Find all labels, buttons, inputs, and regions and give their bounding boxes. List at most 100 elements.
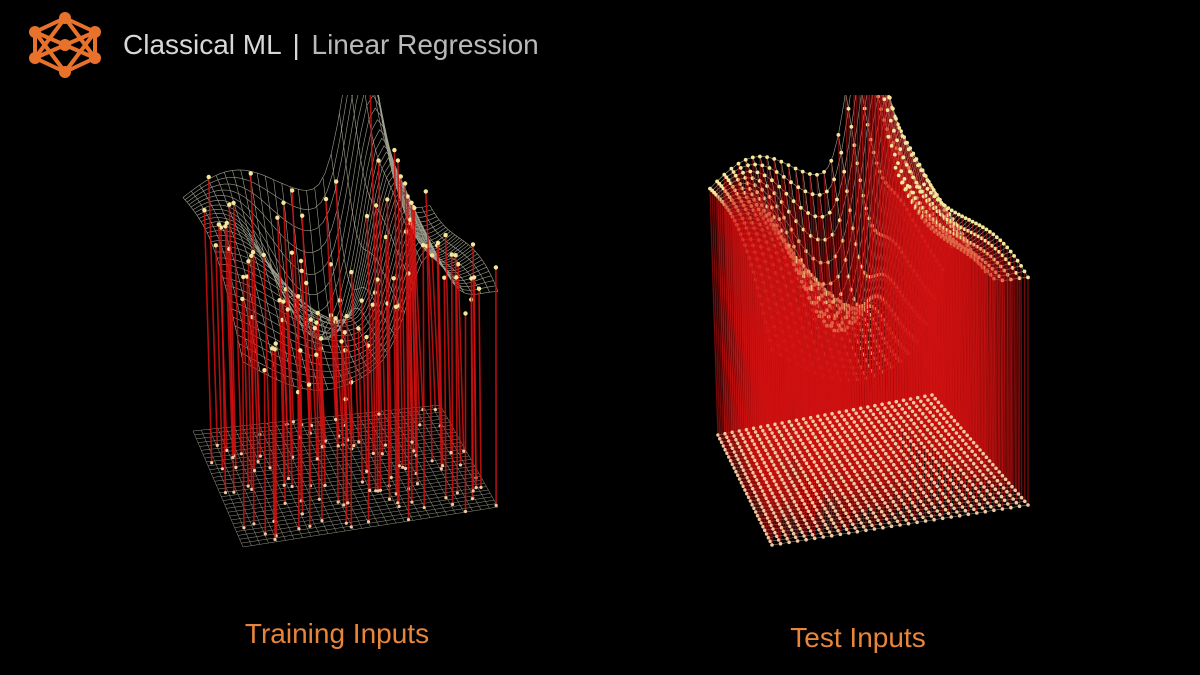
floor-point — [782, 513, 786, 518]
residual-line — [985, 229, 991, 462]
floor-point — [796, 434, 801, 439]
surface-point — [306, 382, 312, 387]
floor-point — [984, 455, 989, 460]
floor-point — [828, 432, 832, 437]
residual-line — [863, 95, 872, 411]
floor-point — [787, 432, 791, 436]
surface-point — [767, 166, 772, 170]
floor-point — [763, 528, 767, 533]
floor-point — [930, 422, 934, 427]
surface-point — [273, 341, 278, 346]
floor-point — [890, 425, 894, 430]
floor-point — [904, 505, 909, 510]
residual-line — [933, 196, 943, 407]
floor-point — [920, 453, 925, 458]
floor-point — [821, 434, 825, 438]
floor-point — [935, 509, 939, 513]
residual-line — [944, 205, 952, 418]
floor-point — [946, 511, 951, 516]
floor-point — [840, 426, 845, 431]
floor-point — [730, 430, 735, 435]
residual-line — [773, 217, 782, 448]
residual-line — [773, 193, 783, 436]
floor-point — [853, 432, 857, 437]
floor-point — [957, 501, 962, 506]
floor-point — [912, 455, 917, 459]
floor-point — [760, 457, 765, 461]
surface-point — [300, 213, 305, 218]
floor-point — [930, 443, 934, 448]
floor-point — [396, 501, 400, 505]
residual-line — [790, 182, 800, 425]
floor-point — [989, 504, 993, 509]
floor-point — [795, 475, 800, 479]
floor-point — [884, 451, 888, 456]
floor-point — [286, 476, 291, 481]
floor-point — [736, 441, 740, 446]
floor-point — [220, 467, 224, 471]
floor-point — [773, 422, 777, 427]
residual-line — [228, 204, 237, 468]
floor-point — [859, 418, 864, 423]
floor-point — [792, 455, 797, 460]
floor-point — [904, 402, 909, 406]
surface-point — [907, 185, 912, 189]
floor-point — [936, 451, 940, 455]
floor-point — [930, 393, 934, 397]
floor-point — [762, 476, 767, 481]
floor-point — [730, 462, 735, 467]
floor-point — [898, 523, 902, 527]
floor-point — [879, 469, 883, 473]
surface-point — [906, 147, 911, 152]
floor-point — [290, 484, 294, 489]
floor-point — [883, 439, 888, 444]
surface-point — [298, 348, 303, 353]
surface-point — [1008, 249, 1013, 254]
floor-point — [934, 459, 938, 464]
floor-point — [804, 420, 808, 425]
residual-line — [989, 231, 994, 465]
residual-line — [912, 192, 922, 402]
floor-point — [880, 435, 885, 440]
floor-point — [1017, 504, 1022, 509]
floor-point — [770, 543, 774, 547]
surface-point — [202, 208, 207, 213]
floor-point — [899, 510, 903, 515]
residual-line — [940, 202, 949, 414]
floor-point — [845, 470, 849, 475]
floor-point — [410, 500, 414, 504]
plot-group — [182, 95, 499, 548]
floor-point — [232, 490, 236, 494]
floor-point — [924, 469, 928, 474]
floor-point — [915, 458, 920, 463]
surface-point — [314, 352, 319, 357]
residual-line — [247, 261, 256, 471]
floor-point — [772, 434, 777, 439]
residual-line — [1001, 255, 1005, 489]
floor-point — [798, 478, 802, 483]
floor-point — [801, 441, 805, 446]
surface-point — [296, 294, 301, 299]
floor-point — [1000, 507, 1005, 511]
residual-line — [974, 234, 980, 459]
floor-point — [771, 527, 775, 531]
floor-point — [961, 471, 966, 476]
surface-point — [898, 147, 903, 152]
floor-point — [397, 464, 401, 468]
floor-point — [746, 431, 751, 436]
floor-point — [802, 457, 807, 462]
floor-point — [905, 468, 909, 473]
surface-point — [829, 158, 834, 163]
residual-line — [764, 175, 773, 434]
floor-point — [923, 519, 928, 523]
floor-point — [852, 481, 856, 486]
floor-point — [779, 461, 784, 466]
floor-point — [412, 449, 416, 453]
floor-point — [792, 515, 796, 520]
floor-point — [855, 529, 860, 534]
surface-point — [453, 253, 458, 258]
floor-point — [1010, 484, 1014, 489]
residual-line — [797, 187, 807, 423]
residual-line — [278, 300, 285, 486]
floor-point — [834, 468, 839, 473]
